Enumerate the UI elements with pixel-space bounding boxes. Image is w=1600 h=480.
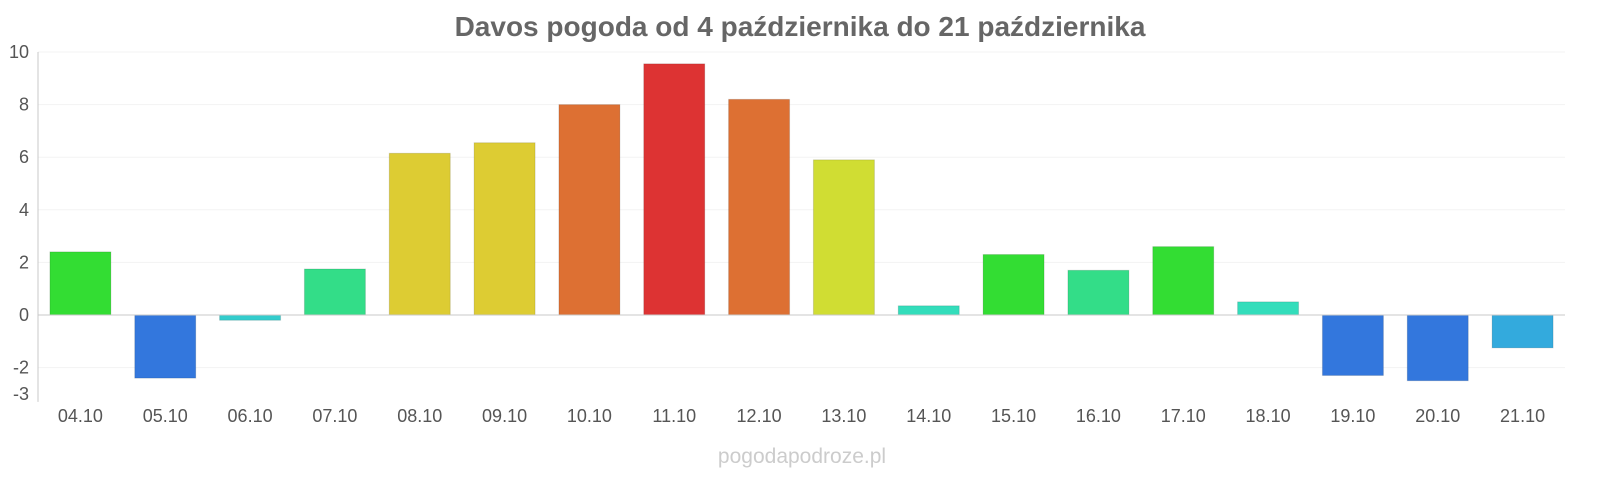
bar-10.10	[558, 104, 621, 316]
bar-16.10	[1067, 269, 1130, 316]
x-tick-label: 13.10	[821, 406, 866, 426]
bar-09.10	[473, 142, 536, 316]
y-tick-label: -3	[13, 384, 29, 404]
bar-18.10	[1237, 301, 1300, 316]
bar-19.10	[1321, 314, 1384, 376]
bars	[49, 63, 1554, 382]
y-tick-label: 8	[19, 95, 29, 115]
site-watermark: pogodapodroze.pl	[718, 445, 886, 468]
bar-05.10	[134, 314, 197, 379]
x-tick-label: 10.10	[567, 406, 612, 426]
x-tick-label: 05.10	[143, 406, 188, 426]
bar-07.10	[303, 268, 366, 316]
bar-14.10	[897, 305, 960, 316]
x-tick-label: 21.10	[1500, 406, 1545, 426]
x-tick-label: 07.10	[312, 406, 357, 426]
x-tick-label: 17.10	[1161, 406, 1206, 426]
x-tick-label: 11.10	[652, 406, 696, 426]
y-tick-label: 4	[19, 200, 29, 220]
y-tick-label: 0	[19, 305, 29, 325]
x-tick-label: 19.10	[1330, 406, 1375, 426]
x-tick-label: 04.10	[58, 406, 103, 426]
chart-title: Davos pogoda od 4 października do 21 paź…	[455, 11, 1146, 42]
bar-04.10	[49, 251, 112, 316]
x-tick-label: 15.10	[991, 406, 1036, 426]
bar-21.10	[1491, 314, 1554, 349]
y-axis-ticks: 10 8 6 4 2 0 -2 -3	[9, 42, 29, 404]
bar-06.10	[219, 314, 282, 321]
y-tick-label: 6	[19, 147, 29, 167]
bar-08.10	[388, 152, 451, 316]
bar-20.10	[1406, 314, 1469, 382]
bar-15.10	[982, 254, 1045, 316]
bar-17.10	[1152, 246, 1215, 316]
bar-11.10	[643, 63, 706, 316]
bar-12.10	[728, 98, 791, 316]
x-tick-label: 12.10	[737, 406, 782, 426]
x-tick-label: 18.10	[1246, 406, 1291, 426]
y-tick-label: -2	[13, 358, 29, 378]
x-tick-label: 06.10	[228, 406, 273, 426]
bar-13.10	[812, 159, 875, 316]
x-tick-label: 14.10	[906, 406, 951, 426]
gridlines	[38, 51, 1565, 369]
x-tick-label: 09.10	[482, 406, 527, 426]
x-tick-label: 08.10	[397, 406, 442, 426]
x-axis-ticks: 04.10 05.10 06.10 07.10 08.10 09.10 10.10 11.10…	[58, 406, 1545, 426]
x-tick-label: 16.10	[1076, 406, 1121, 426]
y-tick-label: 10	[9, 42, 29, 62]
y-tick-label: 2	[19, 252, 29, 272]
x-tick-label: 20.10	[1415, 406, 1460, 426]
